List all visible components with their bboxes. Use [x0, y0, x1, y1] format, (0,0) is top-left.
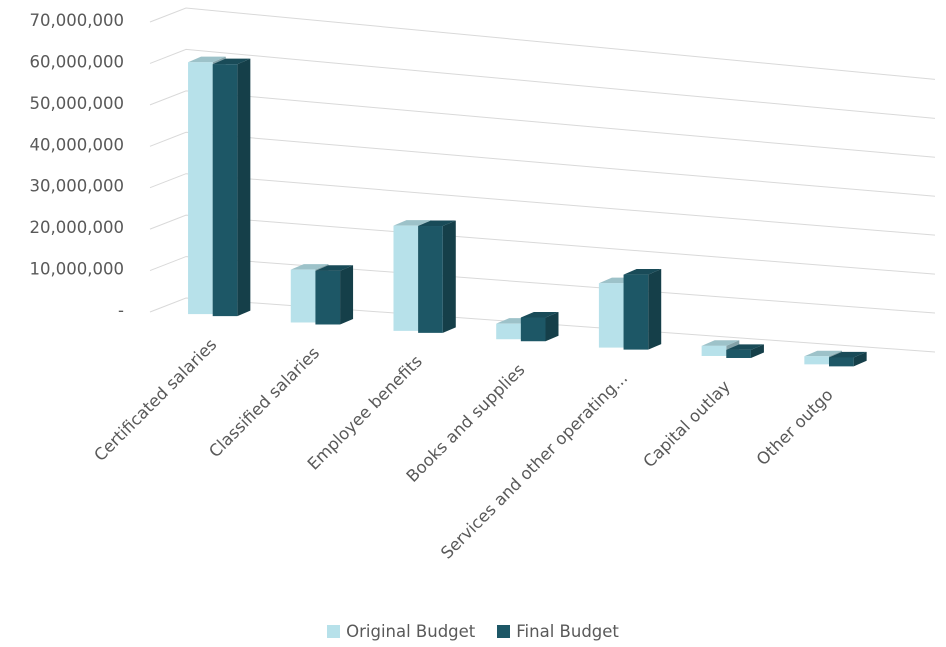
gridline: [149, 7, 936, 80]
y-tick-label: 40,000,000: [30, 135, 124, 154]
gridline: [149, 297, 936, 353]
y-axis-ticks: - 10,000,000 20,000,000 30,000,000 40,000,00…: [30, 11, 125, 320]
bar-final-4: [623, 269, 662, 350]
bar-final-2: [418, 220, 456, 333]
legend-label-original: Original Budget: [346, 622, 476, 641]
gridline: [149, 90, 936, 158]
bar-final-6: [828, 351, 867, 367]
gridline: [149, 256, 936, 314]
gridline: [149, 173, 936, 236]
legend-swatch-final: [497, 625, 511, 638]
x-tick-label: Capital outlay: [640, 377, 735, 472]
y-tick-label: 10,000,000: [30, 260, 124, 279]
gridline: [149, 214, 936, 275]
legend-item-final: Final Budget: [497, 622, 619, 641]
bars: [188, 56, 867, 367]
legend-item-original: Original Budget: [327, 622, 475, 641]
legend: Original Budget Final Budget: [0, 622, 946, 641]
y-tick-label: -: [118, 301, 124, 320]
gridline: [149, 48, 936, 119]
x-tick-label: Books and supplies: [403, 360, 529, 486]
bar-final-5: [726, 344, 764, 358]
x-tick-label: Classified salaries: [205, 343, 323, 461]
x-tick-label: Employee benefits: [304, 352, 426, 474]
y-tick-label: 70,000,000: [30, 11, 124, 30]
bar-final-1: [315, 265, 354, 325]
bar-final-0: [212, 58, 251, 317]
y-tick-label: 20,000,000: [30, 218, 124, 237]
legend-swatch-original: [327, 625, 341, 638]
x-tick-label: Certificated salaries: [90, 335, 220, 465]
y-tick-label: 50,000,000: [30, 94, 124, 113]
bar-final-3: [520, 311, 559, 342]
x-tick-label: Services and other operating...: [437, 368, 631, 562]
legend-label-final: Final Budget: [516, 622, 619, 641]
x-tick-label: Other outgo: [753, 385, 837, 469]
y-tick-label: 30,000,000: [30, 177, 124, 196]
y-tick-label: 60,000,000: [30, 52, 124, 71]
gridlines: [149, 7, 936, 353]
gridline: [149, 131, 936, 197]
